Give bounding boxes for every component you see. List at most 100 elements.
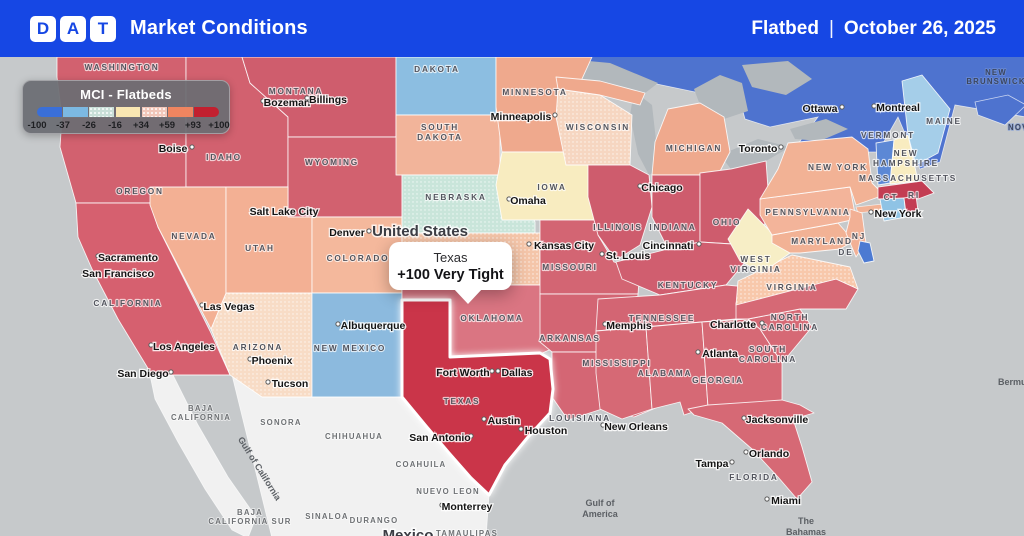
state-md[interactable] xyxy=(771,222,855,254)
city-dot-albuquerque xyxy=(335,321,341,327)
dat-logo-letter: D xyxy=(30,15,56,42)
state-label-al: ALABAMA xyxy=(638,368,693,378)
state-label-nv: NEVADA xyxy=(171,231,216,241)
city-label-tampa: Tampa xyxy=(695,458,728,470)
state-label-wv: WEST VIRGINIA xyxy=(730,254,781,274)
legend-stop-label: +93 xyxy=(184,120,202,131)
state-ri[interactable] xyxy=(903,195,919,214)
region-label: SINALOA xyxy=(305,512,349,521)
city-dot-atlanta xyxy=(695,349,701,355)
state-me[interactable] xyxy=(901,74,951,166)
city-dot-st-louis xyxy=(599,251,605,257)
legend-segment xyxy=(141,107,167,117)
city-dot-miami xyxy=(764,496,770,502)
state-il[interactable] xyxy=(587,164,653,261)
map-canvas[interactable]: WASHINGTON OREGON IDAHO MONTANA WYOMING CALIF… xyxy=(0,54,1024,536)
city-label-kansas-city: Kansas City xyxy=(534,240,594,252)
state-label-nh: NEW HAMPSHIRE xyxy=(873,148,939,168)
baja-peninsula xyxy=(149,374,257,536)
city-dot-houston xyxy=(518,426,524,432)
state-label-sd: SOUTH DAKOTA xyxy=(417,122,463,142)
city-label-bozeman: Bozeman xyxy=(264,97,311,109)
tooltip-mci-value: +100 Very Tight xyxy=(397,266,504,283)
state-mi-up[interactable] xyxy=(555,76,646,106)
state-label-ga: GEORGIA xyxy=(692,375,744,385)
legend-stop-label: +34 xyxy=(132,120,150,131)
state-label-wa: WASHINGTON xyxy=(84,62,159,72)
city-label-los-angeles: Los Angeles xyxy=(153,341,215,353)
city-label-memphis: Memphis xyxy=(606,320,652,332)
state-label-la: LOUISIANA xyxy=(549,413,611,423)
region-label: COAHUILA xyxy=(396,460,447,469)
state-az-texture xyxy=(211,293,312,397)
state-tx[interactable] xyxy=(400,298,555,497)
state-label-me: MAINE xyxy=(926,116,962,126)
city-dot-jacksonville xyxy=(741,415,747,421)
state-label-ma: MASSACHUSETTS xyxy=(859,173,957,183)
city-dot-toronto xyxy=(778,144,784,150)
state-label-fl: FLORIDA xyxy=(729,472,778,482)
region-label: CHIHUAHUA xyxy=(325,432,383,441)
city-label-cincinnati: Cincinnati xyxy=(643,240,694,252)
state-label-ar: ARKANSAS xyxy=(539,333,600,343)
country-label: Mexico xyxy=(383,527,434,536)
water-label: The Bahamas xyxy=(786,516,826,536)
state-label-or: OREGON xyxy=(116,186,164,196)
city-dot-chicago xyxy=(637,183,643,189)
city-dot-austin xyxy=(481,416,487,422)
city-label-las-vegas: Las Vegas xyxy=(203,301,255,313)
state-ct[interactable] xyxy=(879,197,907,222)
state-ma[interactable] xyxy=(877,180,935,200)
city-label-charlotte: Charlotte xyxy=(710,319,756,331)
legend-stop-label: -100 xyxy=(27,120,47,131)
state-nh[interactable] xyxy=(889,134,919,185)
city-label-dallas: Dallas xyxy=(502,367,533,379)
legend-segment xyxy=(168,107,193,117)
city-label-salt-lake-city: Salt Lake City xyxy=(250,206,319,218)
state-label-wy: WYOMING xyxy=(305,157,359,167)
state-label-nd: DAKOTA xyxy=(414,64,460,74)
city-dot-fort-worth xyxy=(489,368,495,374)
legend-stop-label: -37 xyxy=(56,120,70,131)
city-dot-tampa xyxy=(729,459,735,465)
dat-logo-letter: T xyxy=(90,15,116,42)
state-label-id: IDAHO xyxy=(206,152,242,162)
city-label-minneapolis: Minneapolis xyxy=(491,111,552,123)
city-label-albuquerque: Albuquerque xyxy=(341,320,406,332)
us-market-conditions-map[interactable]: WASHINGTON OREGON IDAHO MONTANA WYOMING CALIF… xyxy=(0,54,1024,536)
state-label-ne: NEBRASKA xyxy=(425,192,486,202)
country-label: United States xyxy=(372,223,468,240)
georgian-bay xyxy=(742,61,812,95)
legend-stop-label: +59 xyxy=(158,120,176,131)
city-dot-san-diego xyxy=(168,369,174,375)
region-label: NEW BRUNSWICK xyxy=(966,68,1024,86)
state-de[interactable] xyxy=(857,240,875,264)
city-dot-denver xyxy=(366,228,372,234)
city-dot-new-orleans xyxy=(600,422,606,428)
region-label: NUEVO LEON xyxy=(416,487,480,496)
equipment-type-label: Flatbed xyxy=(751,17,819,39)
city-label-new-york: New York xyxy=(875,208,922,220)
city-dot-salt-lake-city xyxy=(249,207,255,213)
city-dot-tucson xyxy=(265,379,271,385)
state-wy[interactable] xyxy=(287,136,403,218)
state-ny[interactable] xyxy=(759,136,885,206)
city-dot-los-angeles xyxy=(148,342,154,348)
state-label-mi: MICHIGAN xyxy=(666,143,722,153)
water-label: Gulf of America xyxy=(582,498,619,519)
lake-erie xyxy=(720,139,790,169)
city-label-omaha: Omaha xyxy=(510,195,546,207)
city-dot-charlotte xyxy=(759,320,765,326)
city-label-san-francisco: San Francisco xyxy=(82,268,154,280)
report-date: October 26, 2025 xyxy=(843,17,996,39)
city-dot-monterrey xyxy=(439,502,445,508)
state-fl[interactable] xyxy=(687,399,815,500)
state-label-co: COLORADO xyxy=(327,253,390,263)
city-dot-new-york xyxy=(868,209,874,215)
city-label-tucson: Tucson xyxy=(272,378,309,390)
map-tooltip: Texas +100 Very Tight xyxy=(389,242,512,304)
state-label-mn: MINNESOTA xyxy=(502,87,567,97)
legend-scale-labels: -100 -37 -26 -16 +34 +59 +93 +100 xyxy=(27,120,229,132)
city-label-sacramento: Sacramento xyxy=(98,252,158,264)
